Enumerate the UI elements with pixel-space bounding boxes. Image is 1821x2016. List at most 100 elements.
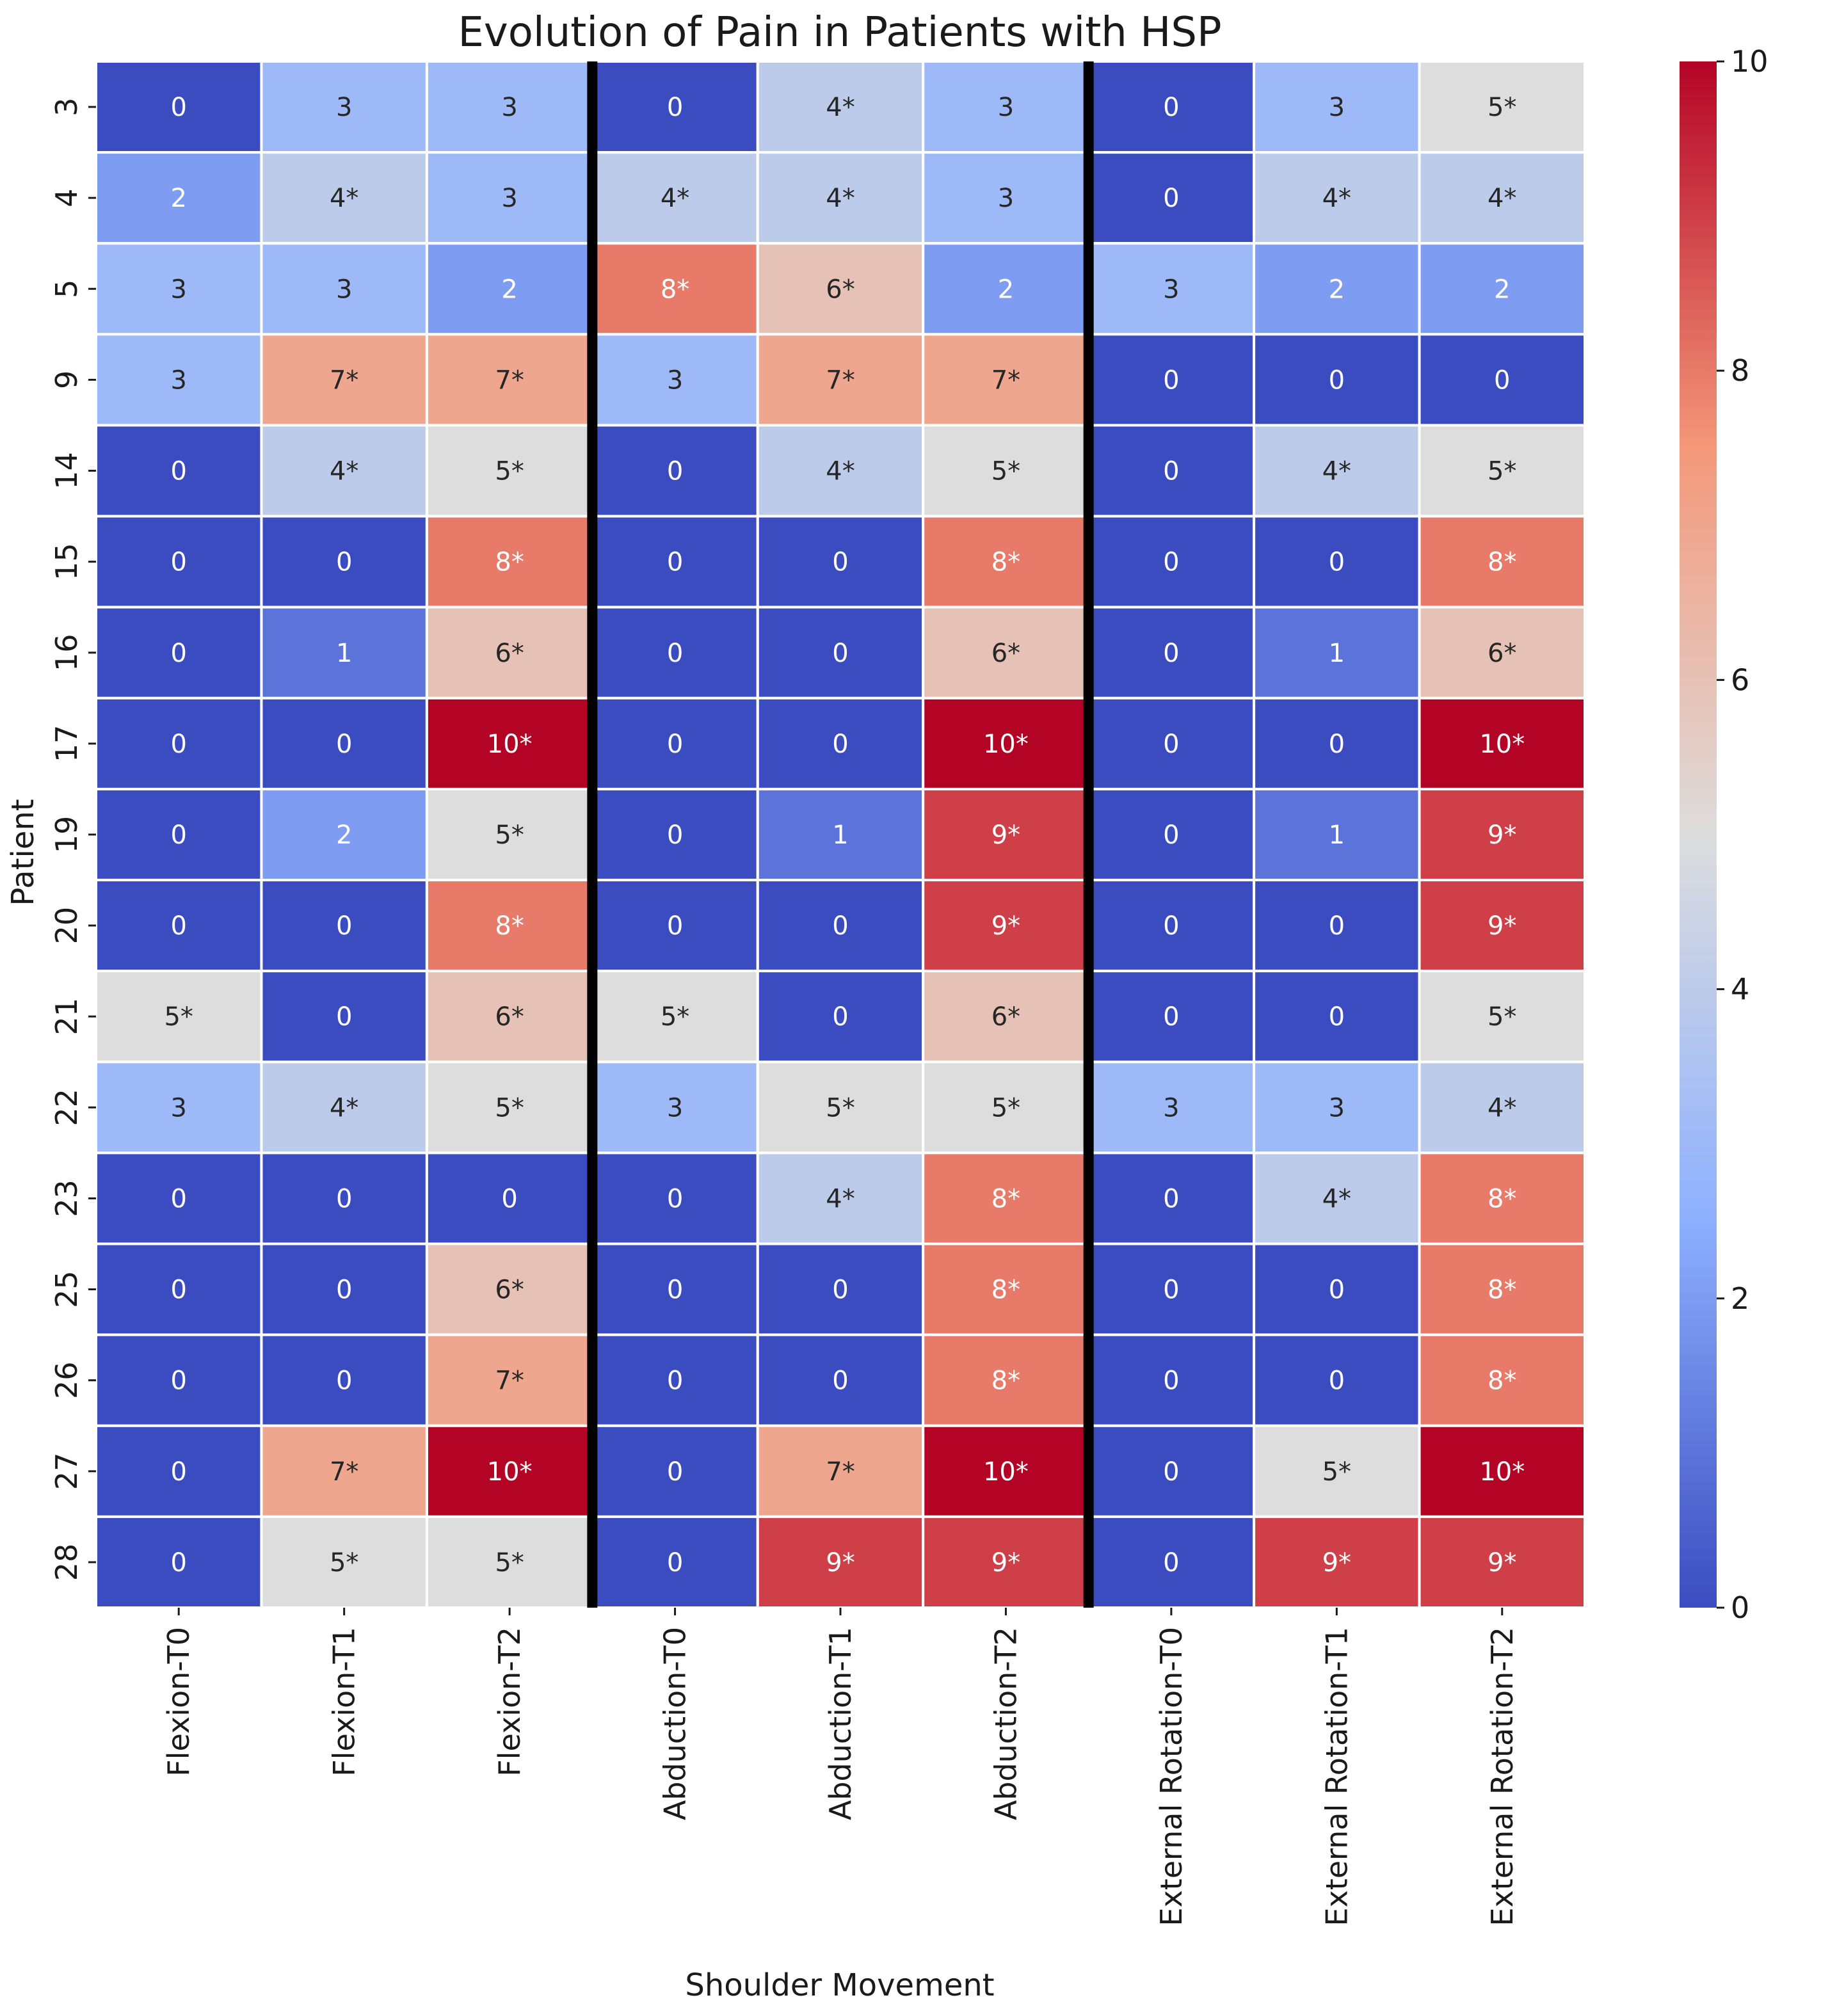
heatmap-cell: [756, 1333, 925, 1427]
cell-label: 0: [667, 1366, 683, 1396]
cell-label: 5*: [495, 457, 524, 486]
cell-label: 0: [1329, 365, 1345, 395]
heatmap-cell: [95, 424, 263, 518]
heatmap-cell: [922, 1242, 1090, 1336]
x-tick-label: Flexion-T2: [492, 1627, 527, 1777]
cell-label: 1: [1329, 639, 1345, 668]
cell-label: 0: [170, 457, 186, 486]
heatmap-cell: [95, 696, 263, 790]
cell-label: 3: [336, 93, 352, 122]
heatmap-cell: [95, 515, 263, 609]
heatmap-cell: [591, 1151, 759, 1245]
y-tick-label: 16: [49, 634, 84, 671]
cell-label: 5*: [661, 1002, 689, 1032]
heatmap-cell: [260, 333, 428, 427]
heatmap-cell: [260, 60, 428, 154]
heatmap-cell: [1253, 1151, 1421, 1245]
heatmap-cell: [260, 242, 428, 336]
heatmap-cell: [95, 1333, 263, 1427]
heatmap-cell: [425, 1515, 594, 1609]
cell-label: 0: [170, 911, 186, 941]
y-tick-label: 25: [49, 1270, 84, 1308]
heatmap-cell: [1418, 1060, 1587, 1155]
cell-label: 0: [667, 1457, 683, 1487]
cell-label: 0: [1163, 1276, 1179, 1305]
heatmap-cell: [95, 1515, 263, 1609]
heatmap-cell: [95, 242, 263, 336]
heatmap-cell: [1418, 1333, 1587, 1427]
cell-label: 4*: [826, 1184, 854, 1213]
cell-label: 9*: [991, 1548, 1020, 1578]
heatmap-cell: [756, 696, 925, 790]
cell-label: 3: [501, 93, 517, 122]
heatmap-cell: [1253, 60, 1421, 154]
y-tick-label: 27: [49, 1453, 84, 1491]
cell-label: 0: [1329, 1366, 1345, 1396]
heatmap-cell: [756, 1151, 925, 1245]
heatmap-cell: [95, 60, 263, 154]
colorbar-tick-label: 4: [1731, 972, 1749, 1007]
cell-label: 0: [336, 1184, 352, 1213]
cell-label: 0: [1163, 1457, 1179, 1487]
x-tick-label: External Rotation-T2: [1485, 1627, 1520, 1926]
heatmap-cell: [425, 1060, 594, 1155]
cell-label: 0: [667, 911, 683, 941]
cell-label: 10*: [1479, 730, 1525, 759]
cell-label: 4*: [826, 457, 854, 486]
heatmap-cell: [591, 1424, 759, 1518]
y-tick-label: 19: [49, 816, 84, 854]
cell-label: 0: [1163, 365, 1179, 395]
cell-label: 0: [170, 1184, 186, 1213]
heatmap-cell: [260, 1242, 428, 1336]
heatmap-cell: [1418, 424, 1587, 518]
cell-label: 8*: [991, 548, 1020, 577]
cell-label: 0: [667, 548, 683, 577]
heatmap-cell: [95, 970, 263, 1064]
heatmap-cell: [922, 1060, 1090, 1155]
heatmap-cell: [425, 424, 594, 518]
heatmap-cell: [756, 1060, 925, 1155]
heatmap-cell: [756, 242, 925, 336]
cell-label: 7*: [495, 1366, 524, 1396]
cell-label: 1: [336, 639, 352, 668]
heatmap-cell: [922, 60, 1090, 154]
cell-label: 0: [832, 1366, 848, 1396]
y-tick-label: 14: [49, 452, 84, 490]
cell-label: 6*: [1488, 639, 1516, 668]
cell-label: 0: [667, 820, 683, 850]
heatmap-cell: [922, 787, 1090, 882]
heatmap-cell: [260, 1333, 428, 1427]
cell-label: 5*: [495, 1548, 524, 1578]
heatmap-cell: [425, 1333, 594, 1427]
cell-label: 6*: [991, 1002, 1020, 1032]
heatmap-cell: [1087, 1151, 1256, 1245]
heatmap-cell: [425, 1424, 594, 1518]
heatmap-cell: [1253, 515, 1421, 609]
heatmap-cell: [425, 515, 594, 609]
x-tick-label: Abduction-T1: [823, 1627, 858, 1820]
cell-label: 0: [1329, 911, 1345, 941]
colorbar-tick-label: 8: [1731, 353, 1749, 388]
y-tick-label: 26: [49, 1361, 84, 1399]
heatmap-cell: [1253, 879, 1421, 973]
cell-label: 0: [170, 639, 186, 668]
cell-label: 0: [832, 1002, 848, 1032]
cell-label: 0: [1329, 730, 1345, 759]
cell-label: 3: [1329, 1093, 1345, 1123]
cell-label: 8*: [661, 275, 689, 304]
heatmap-cell: [756, 151, 925, 245]
cell-label: 7*: [826, 1457, 854, 1487]
cell-label: 10*: [487, 1457, 533, 1487]
cell-label: 10*: [487, 730, 533, 759]
y-tick-label: 22: [49, 1089, 84, 1126]
cell-label: 4*: [1488, 1093, 1516, 1123]
cell-label: 0: [1163, 457, 1179, 486]
x-tick-label: Flexion-T1: [327, 1627, 362, 1777]
cell-label: 4*: [1322, 457, 1351, 486]
cell-label: 0: [336, 911, 352, 941]
heatmap-cell: [1253, 1060, 1421, 1155]
cell-label: 3: [170, 1093, 186, 1123]
x-tick-label: External Rotation-T0: [1154, 1627, 1189, 1926]
cell-label: 3: [667, 365, 683, 395]
cell-label: 4*: [330, 1093, 358, 1123]
